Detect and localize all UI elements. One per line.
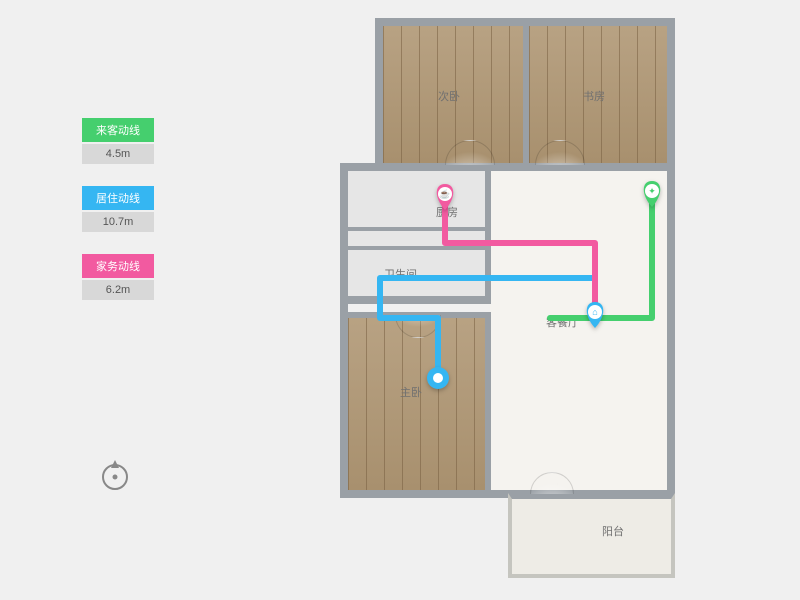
room-balcony [512,499,671,574]
wall-h-bath-top [348,246,485,250]
legend-item-live: 居住动线 10.7m [82,186,154,232]
legend-title-live: 居住动线 [82,186,154,210]
room-secondary-bed [383,26,523,163]
floor-plan: 次卧 书房 厨房 卫生间 客餐厅 主卧 阳台 ✦ ⌂ ☕ [340,18,710,578]
wall-h-kitchen [348,227,485,231]
legend: 来客动线 4.5m 居住动线 10.7m 家务动线 6.2m [82,118,154,322]
legend-title-guest: 来客动线 [82,118,154,142]
wall-h-bath-bot [348,296,491,304]
room-kitchen [348,171,485,227]
room-corridor [348,228,485,248]
room-bathroom [348,248,485,296]
wall-divider-top [523,18,529,168]
legend-value-live: 10.7m [82,212,154,232]
room-living-dining [490,171,667,490]
legend-item-guest: 来客动线 4.5m [82,118,154,164]
legend-item-house: 家务动线 6.2m [82,254,154,300]
legend-title-house: 家务动线 [82,254,154,278]
wall-v2 [485,312,491,490]
room-master-bed [348,318,485,490]
compass-icon [98,458,132,492]
wall-v1 [485,171,491,299]
legend-value-guest: 4.5m [82,144,154,164]
legend-value-house: 6.2m [82,280,154,300]
